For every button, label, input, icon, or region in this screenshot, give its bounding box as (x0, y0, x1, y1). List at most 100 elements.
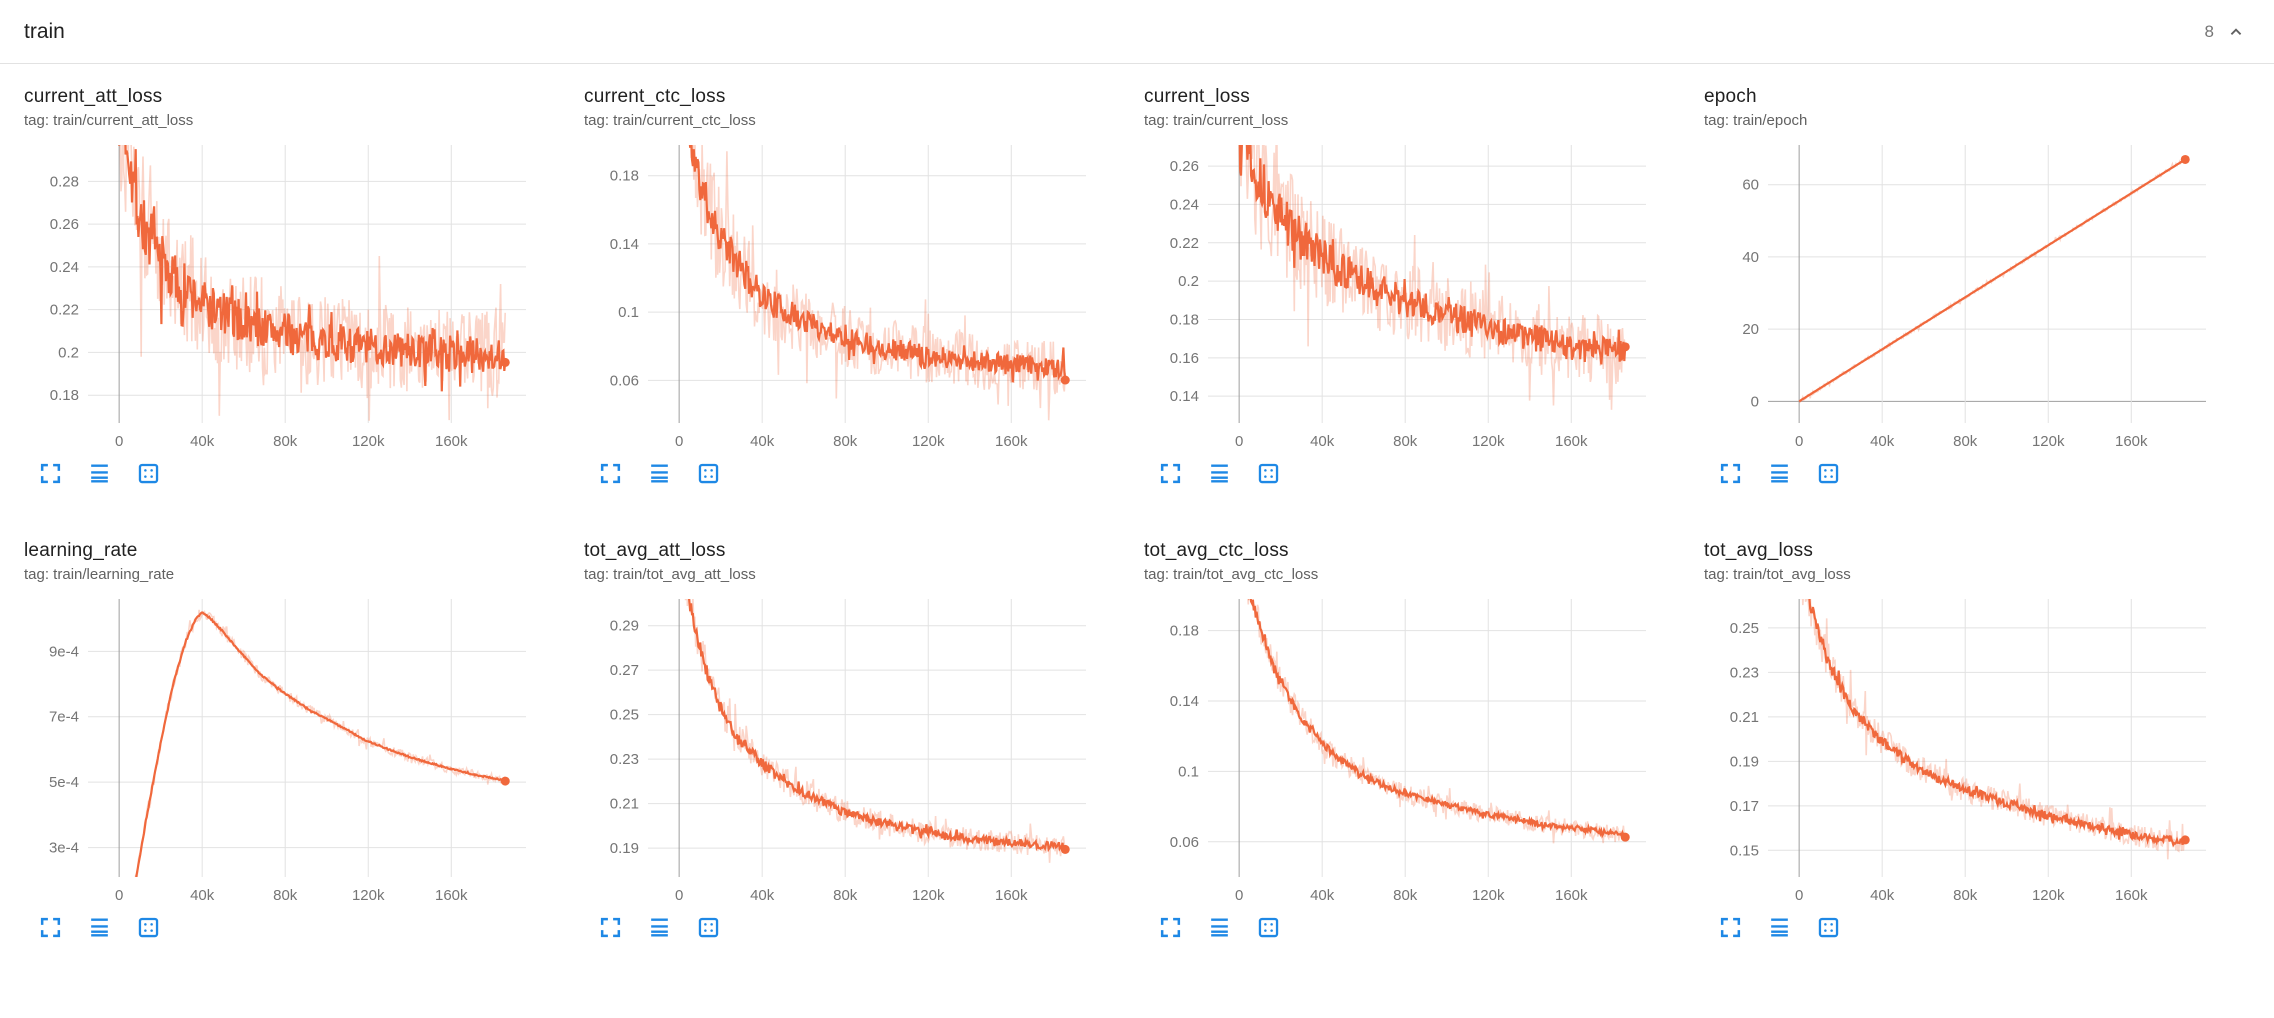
svg-text:0: 0 (1795, 433, 1803, 450)
log-scale-icon[interactable] (1207, 461, 1232, 486)
svg-text:120k: 120k (912, 433, 945, 450)
expand-chart-icon[interactable] (1158, 915, 1183, 940)
fit-domain-icon[interactable] (1256, 915, 1281, 940)
log-scale-icon[interactable] (87, 461, 112, 486)
expand-chart-icon[interactable] (598, 915, 623, 940)
expand-chart-icon[interactable] (1718, 461, 1743, 486)
svg-text:40k: 40k (750, 433, 775, 450)
svg-text:0.18: 0.18 (1170, 311, 1199, 328)
chart-plot[interactable]: 0.15 0.17 0.19 0.21 0.23 0.25 0 40k 80k 120k 160k (1704, 591, 2220, 909)
chart-toolbar (1144, 461, 1690, 486)
svg-text:0.22: 0.22 (50, 302, 79, 319)
svg-text:0: 0 (115, 433, 123, 450)
svg-text:160k: 160k (2115, 887, 2148, 904)
log-scale-icon[interactable] (1767, 461, 1792, 486)
svg-text:40k: 40k (750, 887, 775, 904)
svg-text:0.21: 0.21 (1730, 709, 1759, 726)
svg-text:160k: 160k (435, 887, 468, 904)
svg-text:0: 0 (675, 887, 683, 904)
fit-domain-icon[interactable] (136, 461, 161, 486)
section-header[interactable]: train 8 (0, 0, 2274, 64)
chart-tag: tag: train/current_ctc_loss (584, 112, 756, 129)
svg-text:40: 40 (1742, 249, 1759, 266)
svg-text:20: 20 (1742, 321, 1759, 338)
log-scale-icon[interactable] (87, 915, 112, 940)
svg-text:80k: 80k (273, 433, 298, 450)
fit-domain-icon[interactable] (136, 915, 161, 940)
chart-title: current_att_loss (24, 86, 163, 107)
svg-text:0.21: 0.21 (610, 796, 639, 813)
chart-plot[interactable]: 0.14 0.16 0.18 0.2 0.22 0.24 0.26 0 40k 80k 120k 16… (1144, 137, 1660, 455)
chart-plot[interactable]: 0 20 40 60 0 40k 80k 120k 160k (1704, 137, 2220, 455)
svg-text:160k: 160k (2115, 433, 2148, 450)
chart-plot[interactable]: 0.18 0.2 0.22 0.24 0.26 0.28 0 40k 80k 120k 160k (24, 137, 540, 455)
expand-chart-icon[interactable] (598, 461, 623, 486)
fit-domain-icon[interactable] (696, 915, 721, 940)
svg-text:40k: 40k (1310, 433, 1335, 450)
svg-text:0.23: 0.23 (1730, 664, 1759, 681)
svg-text:0.26: 0.26 (1170, 158, 1199, 175)
chart-toolbar (24, 461, 570, 486)
expand-chart-icon[interactable] (38, 915, 63, 940)
svg-text:0.28: 0.28 (50, 173, 79, 190)
svg-text:9e-4: 9e-4 (49, 643, 79, 660)
svg-text:40k: 40k (190, 433, 215, 450)
chart-title: learning_rate (24, 540, 138, 561)
chart-title: epoch (1704, 86, 1757, 107)
svg-text:120k: 120k (352, 433, 385, 450)
svg-text:0.1: 0.1 (1178, 763, 1199, 780)
log-scale-icon[interactable] (647, 915, 672, 940)
svg-text:120k: 120k (2032, 887, 2065, 904)
svg-text:0.24: 0.24 (50, 259, 79, 276)
svg-text:3e-4: 3e-4 (49, 840, 79, 857)
chart-card: current_att_loss tag: train/current_att_… (24, 86, 570, 486)
svg-text:0.18: 0.18 (610, 168, 639, 185)
collapse-section-icon[interactable] (2224, 20, 2248, 44)
chart-card: current_loss tag: train/current_loss 0.1… (1144, 86, 1690, 486)
svg-text:40k: 40k (1310, 887, 1335, 904)
chart-count-badge: 8 (2204, 21, 2214, 41)
svg-text:160k: 160k (995, 433, 1028, 450)
svg-text:40k: 40k (1870, 433, 1895, 450)
svg-text:80k: 80k (1393, 433, 1418, 450)
svg-text:0: 0 (1751, 393, 1759, 410)
chart-plot[interactable]: 0.19 0.21 0.23 0.25 0.27 0.29 0 40k 80k 120k 160k (584, 591, 1100, 909)
chart-title: current_loss (1144, 86, 1250, 107)
svg-text:0.27: 0.27 (610, 662, 639, 679)
svg-text:120k: 120k (1472, 433, 1505, 450)
chart-card: tot_avg_loss tag: train/tot_avg_loss 0.1… (1704, 540, 2250, 940)
svg-text:0.18: 0.18 (1170, 623, 1199, 640)
chart-plot[interactable]: 0.06 0.1 0.14 0.18 0 40k 80k 120k 160k (584, 137, 1100, 455)
svg-text:160k: 160k (995, 887, 1028, 904)
log-scale-icon[interactable] (1767, 915, 1792, 940)
chart-title: tot_avg_att_loss (584, 540, 726, 561)
expand-chart-icon[interactable] (38, 461, 63, 486)
chart-plot[interactable]: 3e-4 5e-4 7e-4 9e-4 0 40k 80k 120k 160k (24, 591, 540, 909)
svg-text:5e-4: 5e-4 (49, 774, 79, 791)
expand-chart-icon[interactable] (1158, 461, 1183, 486)
svg-text:80k: 80k (1393, 887, 1418, 904)
svg-text:0.23: 0.23 (610, 751, 639, 768)
chart-toolbar (1144, 915, 1690, 940)
svg-text:0.06: 0.06 (610, 372, 639, 389)
log-scale-icon[interactable] (1207, 915, 1232, 940)
svg-text:0.19: 0.19 (1730, 753, 1759, 770)
svg-text:0.1: 0.1 (618, 304, 639, 321)
fit-domain-icon[interactable] (1816, 915, 1841, 940)
chart-title: tot_avg_loss (1704, 540, 1814, 561)
fit-domain-icon[interactable] (1816, 461, 1841, 486)
expand-chart-icon[interactable] (1718, 915, 1743, 940)
log-scale-icon[interactable] (647, 461, 672, 486)
chart-plot[interactable]: 0.06 0.1 0.14 0.18 0 40k 80k 120k 160k (1144, 591, 1660, 909)
chart-toolbar (584, 915, 1130, 940)
fit-domain-icon[interactable] (1256, 461, 1281, 486)
svg-text:0.16: 0.16 (1170, 350, 1199, 367)
svg-text:0.2: 0.2 (1178, 273, 1199, 290)
svg-text:80k: 80k (1953, 887, 1978, 904)
svg-text:0.17: 0.17 (1730, 798, 1759, 815)
svg-text:0.14: 0.14 (1170, 388, 1199, 405)
fit-domain-icon[interactable] (696, 461, 721, 486)
svg-text:0.14: 0.14 (610, 236, 639, 253)
svg-text:80k: 80k (833, 433, 858, 450)
svg-text:0: 0 (1235, 433, 1243, 450)
